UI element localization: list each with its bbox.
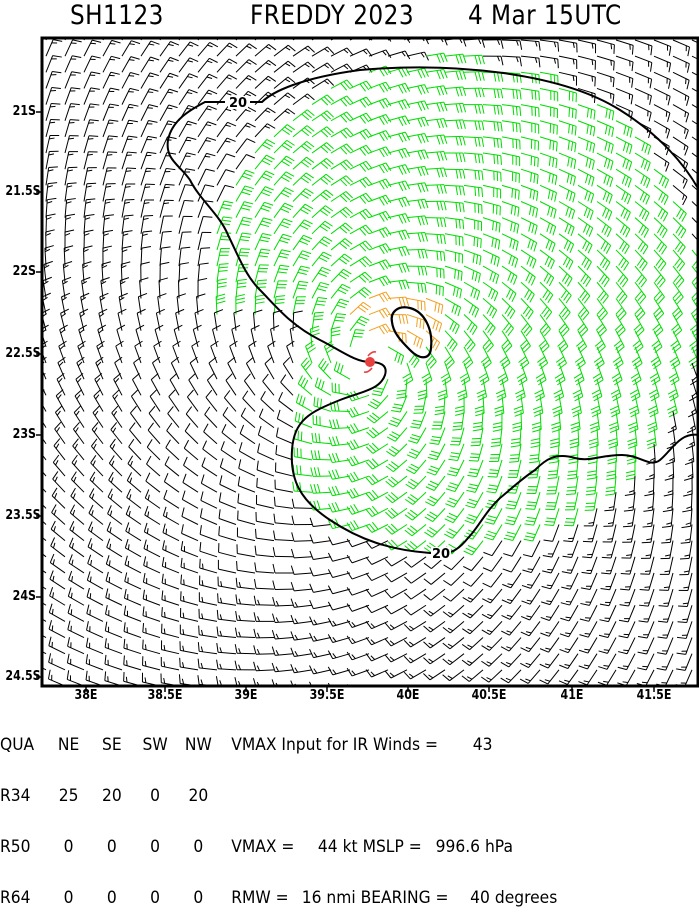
se-label: SE bbox=[90, 736, 133, 753]
nw-label: NW bbox=[177, 736, 220, 753]
storm-center-icon bbox=[364, 352, 376, 372]
y-tick-label: 23.5S bbox=[5, 508, 36, 523]
contour-label: 20 bbox=[229, 96, 247, 111]
rmw-value: 16 bbox=[295, 889, 321, 906]
wind-barbs bbox=[30, 24, 699, 703]
y-tick-label: 22S bbox=[5, 264, 36, 279]
x-tick-label: 41.5E bbox=[633, 688, 676, 703]
rmw-unit: nmi bbox=[326, 889, 355, 906]
r64-sw: 0 bbox=[133, 889, 176, 906]
vmax-value: 44 bbox=[294, 838, 337, 855]
x-tick-label: 40.5E bbox=[468, 688, 511, 703]
x-tick-label: 40E bbox=[387, 688, 430, 703]
r34-sw: 0 bbox=[133, 787, 176, 804]
y-tick-label: 21.5S bbox=[5, 184, 36, 199]
x-tick-label: 41E bbox=[551, 688, 594, 703]
r64-nw: 0 bbox=[177, 889, 220, 906]
x-tick-label: 39E bbox=[225, 688, 268, 703]
y-tick-label: 21S bbox=[5, 104, 36, 119]
vmax-ir-value: 43 bbox=[438, 736, 493, 753]
axis-ticks bbox=[36, 112, 654, 692]
mslp-unit: hPa bbox=[485, 838, 513, 855]
ne-label: NE bbox=[47, 736, 90, 753]
contour-label: 20 bbox=[432, 547, 450, 562]
sw-label: SW bbox=[133, 736, 176, 753]
vmax-ir-label: VMAX Input for IR Winds = bbox=[231, 736, 438, 753]
bearing-unit: degrees bbox=[495, 889, 557, 906]
r64-ne: 0 bbox=[47, 889, 90, 906]
vmax-label: VMAX = bbox=[231, 838, 294, 855]
r34-nw: 20 bbox=[177, 787, 220, 804]
x-tick-label: 38E bbox=[65, 688, 108, 703]
mslp-label: MSLP = bbox=[363, 838, 422, 855]
r50-ne: 0 bbox=[47, 838, 90, 855]
bearing-value: 40 bbox=[449, 889, 490, 906]
r34-ne: 25 bbox=[47, 787, 90, 804]
y-tick-label: 23S bbox=[5, 427, 36, 442]
r64-se: 0 bbox=[90, 889, 133, 906]
y-tick-label: 22.5S bbox=[5, 346, 36, 361]
r50-nw: 0 bbox=[177, 838, 220, 855]
r50-label: R50 bbox=[0, 838, 47, 855]
vmax-unit: kt bbox=[343, 838, 358, 855]
mslp-value: 996.6 bbox=[422, 838, 480, 855]
r50-se: 0 bbox=[90, 838, 133, 855]
r34-label: R34 bbox=[0, 787, 47, 804]
y-tick-label: 24.5S bbox=[5, 669, 36, 684]
qua-label: QUA bbox=[0, 736, 47, 753]
r50-sw: 0 bbox=[133, 838, 176, 855]
x-tick-label: 39.5E bbox=[306, 688, 349, 703]
r34-se: 20 bbox=[90, 787, 133, 804]
x-tick-label: 38.5E bbox=[144, 688, 187, 703]
y-tick-label: 24S bbox=[5, 589, 36, 604]
r64-label: R64 bbox=[0, 889, 47, 906]
bearing-label: BEARING = bbox=[361, 889, 449, 906]
rmw-label: RMW = bbox=[231, 889, 295, 906]
